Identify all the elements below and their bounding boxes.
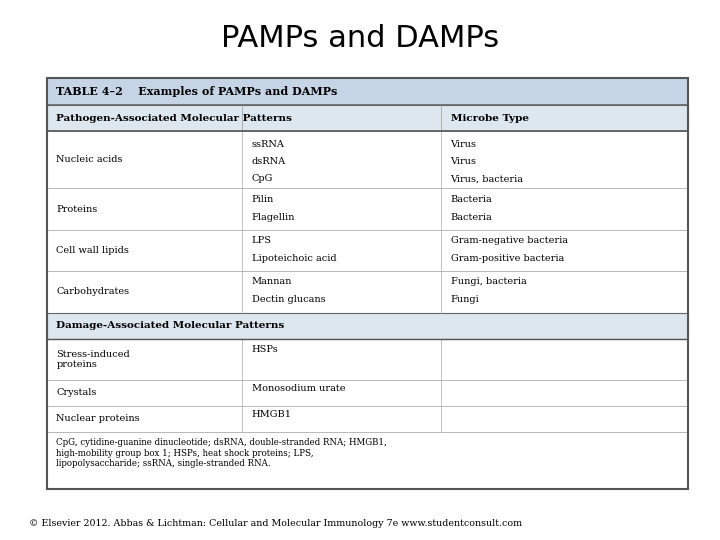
Bar — [47, 78, 688, 105]
Text: ssRNA: ssRNA — [252, 140, 284, 149]
Text: Nucleic acids: Nucleic acids — [56, 156, 123, 164]
Text: LPS: LPS — [252, 236, 272, 245]
Bar — [47, 230, 688, 271]
Text: Gram-positive bacteria: Gram-positive bacteria — [451, 254, 564, 263]
Text: Cell wall lipids: Cell wall lipids — [56, 246, 130, 255]
Bar — [47, 406, 688, 431]
Text: TABLE 4–2    Examples of PAMPs and DAMPs: TABLE 4–2 Examples of PAMPs and DAMPs — [56, 86, 338, 97]
Bar — [47, 380, 688, 406]
Bar — [47, 188, 688, 230]
Text: Nuclear proteins: Nuclear proteins — [56, 414, 140, 423]
Text: Gram-negative bacteria: Gram-negative bacteria — [451, 236, 567, 245]
Text: CpG, cytidine-guanine dinucleotide; dsRNA, double-stranded RNA; HMGB1,
high-mobi: CpG, cytidine-guanine dinucleotide; dsRN… — [56, 438, 387, 468]
Text: Carbohydrates: Carbohydrates — [56, 287, 130, 296]
Text: Crystals: Crystals — [56, 388, 96, 397]
Text: Lipoteichoic acid: Lipoteichoic acid — [252, 254, 336, 263]
Text: CpG: CpG — [252, 174, 273, 184]
Text: © Elsevier 2012. Abbas & Lichtman: Cellular and Molecular Immunology 7e www.stud: © Elsevier 2012. Abbas & Lichtman: Cellu… — [29, 519, 522, 528]
Text: Damage-Associated Molecular Patterns: Damage-Associated Molecular Patterns — [56, 321, 284, 330]
Text: Microbe Type: Microbe Type — [451, 114, 528, 123]
Text: Bacteria: Bacteria — [451, 213, 492, 221]
Bar — [47, 131, 688, 188]
Bar — [47, 431, 688, 489]
Text: Fungi: Fungi — [451, 295, 480, 305]
Text: Proteins: Proteins — [56, 205, 98, 213]
Bar — [47, 339, 688, 380]
Text: HSPs: HSPs — [252, 345, 279, 354]
Text: Mannan: Mannan — [252, 278, 292, 286]
Text: Pathogen-Associated Molecular Patterns: Pathogen-Associated Molecular Patterns — [56, 114, 292, 123]
Text: Pilin: Pilin — [252, 194, 274, 204]
Text: HMGB1: HMGB1 — [252, 410, 292, 418]
Text: Virus: Virus — [451, 140, 477, 149]
Text: Virus, bacteria: Virus, bacteria — [451, 174, 523, 184]
Bar — [47, 105, 688, 131]
Bar — [47, 313, 688, 339]
Text: Flagellin: Flagellin — [252, 213, 295, 221]
Text: PAMPs and DAMPs: PAMPs and DAMPs — [221, 24, 499, 53]
Text: dsRNA: dsRNA — [252, 157, 286, 166]
Text: Monosodium urate: Monosodium urate — [252, 384, 346, 393]
Text: Stress-induced
proteins: Stress-induced proteins — [56, 349, 130, 369]
Text: Bacteria: Bacteria — [451, 194, 492, 204]
Bar — [47, 271, 688, 313]
Text: Dectin glucans: Dectin glucans — [252, 295, 325, 305]
Text: Fungi, bacteria: Fungi, bacteria — [451, 278, 526, 286]
Text: Virus: Virus — [451, 157, 477, 166]
